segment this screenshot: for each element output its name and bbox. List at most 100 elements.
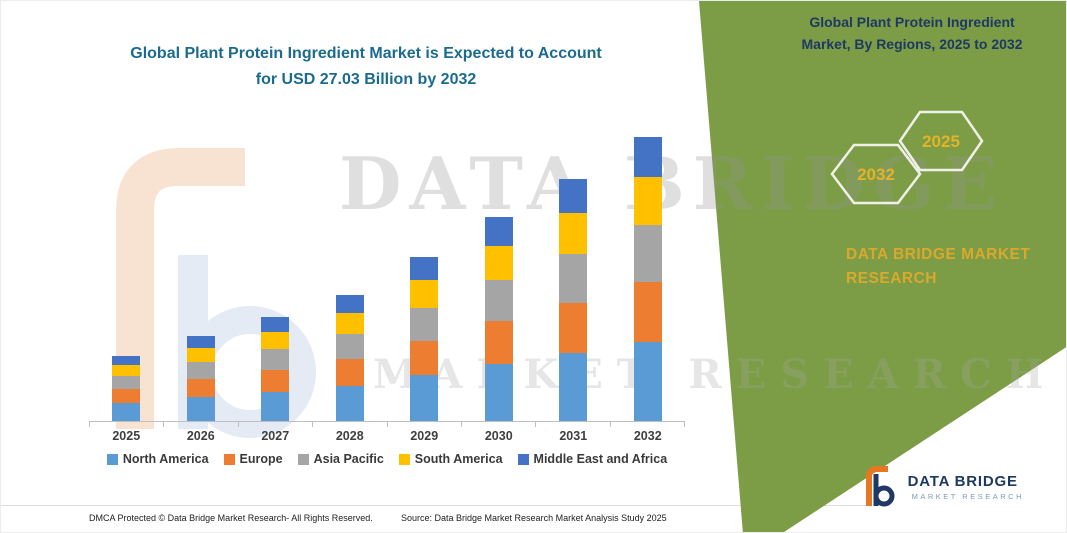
bar-segment-2029-asia-pacific [410,307,439,341]
legend-swatch-south-america [398,453,410,465]
bar-segment-2026-south-america [186,347,215,363]
brand-text-line1: DATA BRIDGE MARKET [846,246,1031,263]
bar-segment-2025-north-america [112,402,141,421]
x-label-2028: 2028 [335,429,364,443]
x-label-2027: 2027 [261,429,290,443]
bar-segment-2026-europe [186,379,215,398]
footer-dmca-text: DMCA Protected © Data Bridge Market Rese… [89,513,373,523]
bar-2032 [633,137,662,421]
bar-segment-2032-south-america [633,176,662,225]
bar-segment-2025-asia-pacific [112,376,141,390]
year-hexagons: 2032 2025 [830,110,984,205]
bar-2025 [112,355,141,421]
axis-tick [684,422,685,427]
legend-swatch-europe [223,453,235,465]
bar-segment-2030-middle-east-and-africa [484,217,513,246]
axis-tick [460,422,462,427]
axis-tick [312,422,314,427]
footer-divider [1,505,869,506]
bar-segment-2028-south-america [335,312,364,335]
stacked-bar-chart: 2025 2026 2027 2028 2029 2030 2031 2032 North A… [89,111,685,466]
brand-text: DATA BRIDGE MARKET RESEARCH [846,243,1030,291]
bar-2026 [186,335,215,421]
hexagon-2025-label: 2025 [922,132,960,151]
logo-subtitle: MARKET RESEARCH [908,492,1028,501]
legend-swatch-asia-pacific [297,453,309,465]
hexagon-2025 [898,110,984,172]
footer-source-text: Source: Data Bridge Market Research Mark… [401,513,667,523]
bar-segment-2028-europe [335,359,364,386]
chart-title: Global Plant Protein Ingredient Market i… [61,41,671,93]
x-label-2026: 2026 [186,429,215,443]
side-panel-title-line2: Market, By Regions, 2025 to 2032 [801,36,1023,52]
bar-segment-2031-middle-east-and-africa [559,179,588,214]
bar-2028 [335,294,364,421]
hexagon-2032-label: 2032 [857,165,895,184]
bar-segment-2030-europe [484,321,513,364]
legend-item-south-america: South America [398,452,503,466]
legend-label-europe: Europe [239,452,283,466]
logo-name: DATA BRIDGE [907,473,1018,490]
bar-segment-2032-middle-east-and-africa [633,137,662,177]
legend-item-middle-east-and-africa: Middle East and Africa [517,452,668,466]
bar-segment-2031-asia-pacific [559,254,588,303]
logo-text-block: DATA BRIDGE MARKET RESEARCH [908,473,1028,501]
bar-segment-2029-south-america [410,280,439,308]
bar-segment-2031-south-america [559,213,588,255]
logo-subtitle-text: MARKET RESEARCH [911,492,1024,501]
plot-area [89,111,685,421]
x-label-2029: 2029 [410,429,439,443]
bar-segment-2032-north-america [633,341,662,421]
legend-label-south-america: South America [414,452,503,466]
bar-segment-2025-south-america [112,365,141,377]
legend-swatch-middle-east-and-africa [517,453,529,465]
axis-tick [535,422,537,427]
axis-tick [237,422,239,427]
bar-segment-2030-south-america [484,245,513,281]
bar-2031 [559,179,588,421]
bar-segment-2030-asia-pacific [484,280,513,322]
watermark-data-bridge: DATA BRIDGE [339,141,1006,226]
x-label-2031: 2031 [559,429,588,443]
bar-segment-2031-north-america [559,353,588,421]
bar-segment-2032-europe [633,281,662,342]
legend-item-asia-pacific: Asia Pacific [297,452,384,466]
x-axis-labels: 2025 2026 2027 2028 2029 2030 2031 2032 [89,429,685,443]
bar-segment-2030-north-america [484,363,513,421]
data-bridge-logo-icon [865,466,895,507]
bar-2030 [484,217,513,421]
bar-2027 [261,316,290,421]
bar-segment-2029-europe [410,340,439,376]
bar-segment-2027-europe [261,370,290,392]
bar-segment-2027-south-america [261,331,290,350]
side-panel-title: Global Plant Protein Ingredient Market, … [766,11,1058,55]
x-axis [89,421,685,427]
bar-segment-2032-asia-pacific [633,224,662,282]
bar-segment-2026-asia-pacific [186,362,215,380]
legend-item-europe: Europe [223,452,283,466]
bar-segment-2026-north-america [186,397,215,421]
bar-segment-2028-asia-pacific [335,334,364,360]
chart-title-line1: Global Plant Protein Ingredient Market i… [130,45,602,62]
axis-tick [609,422,611,427]
bar-segment-2025-middle-east-and-africa [112,355,141,366]
bar-segment-2028-middle-east-and-africa [335,294,364,313]
hexagon-2032 [830,143,922,205]
legend-item-north-america: North America [106,452,209,466]
brand-text-line2: RESEARCH [846,270,937,287]
bar-segment-2025-europe [112,389,141,403]
bar-segment-2029-middle-east-and-africa [410,257,439,281]
legend-label-north-america: North America [122,452,209,466]
axis-tick [89,422,90,427]
bar-segment-2031-europe [559,302,588,354]
x-label-2030: 2030 [484,429,513,443]
legend-label-middle-east-and-africa: Middle East and Africa [533,452,668,466]
bar-segment-2027-asia-pacific [261,349,290,371]
bar-segment-2026-middle-east-and-africa [186,335,215,348]
side-panel-title-line1: Global Plant Protein Ingredient [809,14,1015,30]
chart-legend: North America Europe Asia Pacific South Ame… [89,452,685,466]
axis-tick [163,422,165,427]
x-label-2025: 2025 [112,429,141,443]
bar-segment-2028-north-america [335,385,364,421]
